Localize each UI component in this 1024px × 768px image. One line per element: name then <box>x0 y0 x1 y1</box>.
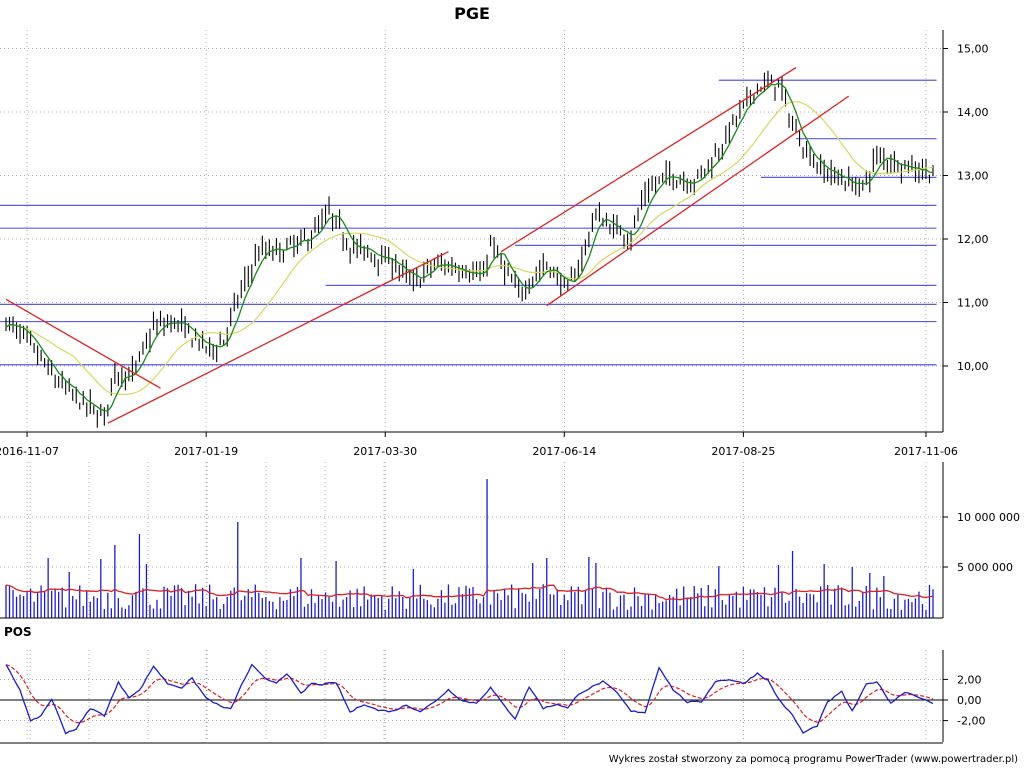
pos-oscillator-lines <box>0 663 943 735</box>
short-moving-average-line <box>5 82 934 412</box>
price-y-tick-label: 11,00 <box>957 297 989 310</box>
x-tick-label: 2016-11-07 <box>0 445 59 458</box>
price-y-tick-label: 15,00 <box>957 43 989 56</box>
trend-line <box>5 298 161 389</box>
chart-title: PGE <box>454 4 490 23</box>
volume-y-tick-label: 5 000 000 <box>957 561 1013 574</box>
pos-y-tick-label: 0,00 <box>957 694 982 707</box>
x-tick-label: 2017-06-14 <box>532 445 596 458</box>
moving-average-lines <box>5 82 934 412</box>
x-tick-label: 2017-11-06 <box>894 445 958 458</box>
x-tick-label: 2017-08-25 <box>711 445 775 458</box>
pos-y-tick-label: 2,00 <box>957 673 982 686</box>
price-y-tick-label: 14,00 <box>957 106 989 119</box>
axes: 2016-11-07 2017-01-19 2017-03-30 2017-06-14… <box>0 30 1020 744</box>
long-moving-average-line <box>5 101 934 396</box>
volume-moving-average <box>5 584 934 601</box>
trend-line <box>107 251 449 424</box>
pos-line <box>5 663 934 735</box>
volume-bars <box>5 479 934 618</box>
trend-line <box>500 66 797 253</box>
price-y-tick-label: 13,00 <box>957 170 989 183</box>
x-tick-label: 2017-01-19 <box>174 445 238 458</box>
volume-ma-line <box>5 584 934 601</box>
pos-signal-line <box>5 664 934 724</box>
trend-lines <box>5 66 850 424</box>
pos-y-tick-label: -2,00 <box>957 715 985 728</box>
footer-credit: Wykres został stworzony za pomocą progra… <box>609 754 1018 765</box>
trend-line <box>546 95 850 307</box>
pos-grid <box>0 650 943 742</box>
price-bars <box>5 70 934 428</box>
volume-y-tick-label: 10 000 000 <box>957 511 1020 524</box>
price-grid <box>0 30 943 432</box>
price-y-tick-label: 10,00 <box>957 360 989 373</box>
price-y-tick-label: 12,00 <box>957 233 989 246</box>
pos-panel-label: POS <box>4 625 32 639</box>
x-tick-label: 2017-03-30 <box>353 445 417 458</box>
